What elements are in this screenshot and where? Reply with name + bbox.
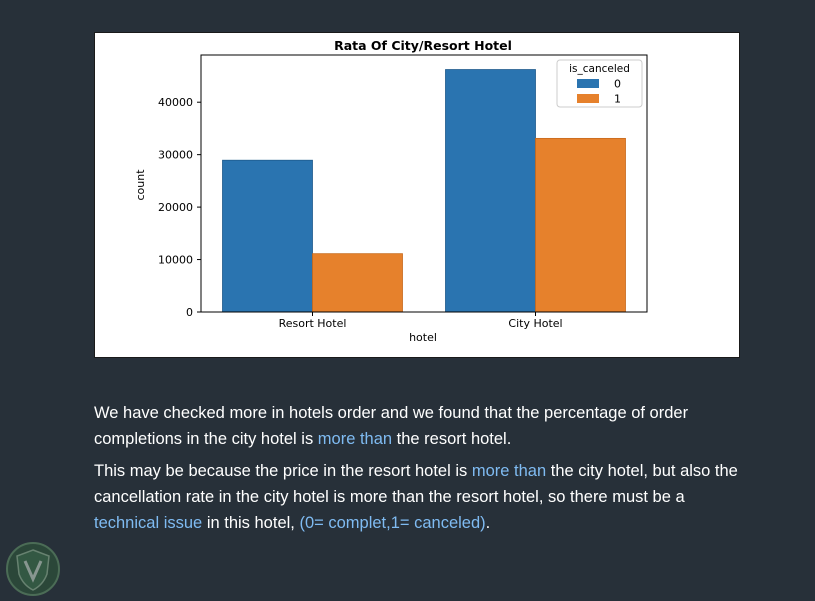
body-text: the city hotel, but also the cancellatio… — [94, 462, 738, 506]
highlight-text: more than — [317, 430, 393, 448]
x-tick-label: Resort Hotel — [279, 317, 347, 330]
shield-logo-icon — [6, 542, 60, 596]
legend-swatch-0 — [577, 79, 599, 88]
y-tick-label: 20000 — [158, 201, 193, 214]
bar-chart: Rata Of City/Resort Hotel hotel count Re… — [134, 38, 648, 344]
legend-swatch-1 — [577, 94, 599, 103]
highlight-text: (0= complet,1= canceled) — [299, 514, 486, 532]
y-tick-label: 0 — [186, 306, 193, 319]
legend-label-0: 0 — [614, 78, 621, 91]
legend-title: is_canceled — [569, 63, 630, 75]
bar-city-hotel-1 — [535, 137, 626, 313]
body-text: the resort hotel. — [392, 430, 512, 448]
paragraph-completion-rates: We have checked more in hotels order and… — [94, 400, 744, 452]
y-tick-label: 40000 — [158, 96, 193, 109]
chart-panel: Rata Of City/Resort Hotel hotel count Re… — [94, 32, 740, 358]
body-text: This may be because the price in the res… — [94, 462, 472, 480]
bar-resort-hotel-1 — [312, 253, 403, 313]
chart-title: Rata Of City/Resort Hotel — [334, 38, 512, 53]
y-tick-label: 10000 — [158, 254, 193, 267]
body-text: . — [485, 514, 491, 532]
plot-frame — [200, 54, 648, 313]
paragraph-cancellation-reason: This may be because the price in the res… — [94, 458, 744, 536]
x-axis-label: hotel — [409, 331, 437, 344]
y-axis-label: count — [134, 169, 147, 201]
highlight-text: technical issue — [94, 514, 203, 532]
x-tick-label: City Hotel — [508, 317, 562, 330]
legend-label-1: 1 — [614, 93, 621, 106]
y-tick-label: 30000 — [158, 149, 193, 162]
bar-resort-hotel-0 — [222, 159, 313, 313]
body-text: We have checked more in hotels order and… — [94, 404, 689, 448]
highlight-text: more than — [471, 462, 547, 480]
description-text: We have checked more in hotels order and… — [94, 400, 744, 542]
body-text: in this hotel, — [202, 514, 300, 532]
bar-city-hotel-0 — [445, 69, 536, 313]
